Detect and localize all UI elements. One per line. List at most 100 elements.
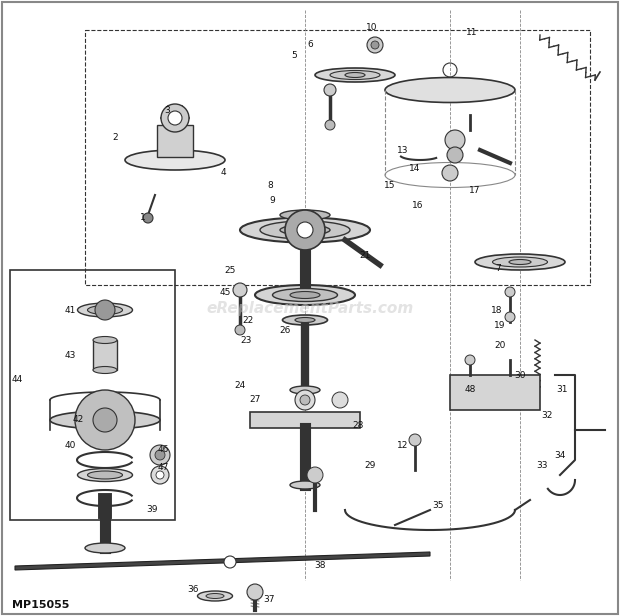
Bar [250,412,360,428]
Circle shape [300,395,310,405]
Circle shape [442,165,458,181]
Ellipse shape [50,411,160,429]
Text: 26: 26 [280,325,291,334]
Ellipse shape [509,259,531,264]
Text: 25: 25 [224,265,236,275]
Ellipse shape [330,70,380,79]
Text: 29: 29 [365,461,376,469]
Ellipse shape [273,288,337,301]
Bar [93,340,117,370]
Text: 39: 39 [146,506,157,514]
Circle shape [447,147,463,163]
Text: 4: 4 [220,168,226,177]
Text: 2: 2 [112,132,118,142]
Ellipse shape [93,367,117,373]
Text: 38: 38 [314,561,326,570]
Bar [10,270,175,520]
Bar [157,125,193,157]
Circle shape [445,130,465,150]
Circle shape [161,104,189,132]
Text: 15: 15 [384,180,396,190]
Text: 18: 18 [491,306,503,315]
Text: 41: 41 [64,306,76,315]
Text: 47: 47 [157,463,169,472]
Text: 48: 48 [464,386,476,394]
Text: 44: 44 [11,376,22,384]
Text: 23: 23 [241,336,252,344]
Circle shape [247,584,263,600]
Circle shape [465,355,475,365]
Circle shape [505,287,515,297]
Circle shape [295,390,315,410]
Text: 8: 8 [267,180,273,190]
Circle shape [95,300,115,320]
Text: 12: 12 [397,440,409,450]
Circle shape [151,466,169,484]
Text: 9: 9 [269,195,275,205]
Circle shape [371,41,379,49]
Text: 21: 21 [360,251,371,259]
Polygon shape [15,552,430,570]
Text: 43: 43 [64,351,76,360]
Text: 17: 17 [469,185,481,195]
Ellipse shape [290,291,320,299]
Circle shape [409,434,421,446]
Circle shape [233,283,247,297]
Ellipse shape [255,285,355,305]
Ellipse shape [125,150,225,170]
Circle shape [93,408,117,432]
Circle shape [168,111,182,125]
Ellipse shape [93,336,117,344]
Text: 37: 37 [264,596,275,604]
Text: 32: 32 [541,410,552,419]
Circle shape [325,120,335,130]
Ellipse shape [198,591,232,601]
Text: 36: 36 [187,585,199,594]
Text: 11: 11 [466,28,478,36]
Text: 19: 19 [494,320,506,330]
Text: 28: 28 [352,421,364,429]
Text: 7: 7 [495,264,501,272]
Text: 46: 46 [157,445,169,455]
Ellipse shape [87,306,123,315]
Circle shape [297,222,313,238]
Text: 35: 35 [432,500,444,509]
Circle shape [155,450,165,460]
Text: 27: 27 [249,395,260,405]
Ellipse shape [315,68,395,82]
Ellipse shape [345,73,365,78]
Text: 13: 13 [397,145,409,155]
Circle shape [324,84,336,96]
Circle shape [285,210,325,250]
Text: eReplacementParts.com: eReplacementParts.com [206,301,414,315]
Ellipse shape [280,225,330,235]
Text: 40: 40 [64,440,76,450]
Text: 1: 1 [140,213,146,222]
Text: 24: 24 [234,381,246,389]
Text: MP15055: MP15055 [12,600,69,610]
Ellipse shape [78,303,133,317]
Ellipse shape [260,221,350,239]
Ellipse shape [280,210,330,220]
Text: 31: 31 [556,386,568,394]
Text: 34: 34 [554,450,565,460]
Text: 3: 3 [164,105,170,115]
Text: 20: 20 [494,341,506,349]
Circle shape [235,325,245,335]
Text: 42: 42 [73,416,84,424]
Text: 30: 30 [514,370,526,379]
Ellipse shape [290,481,320,489]
Text: 16: 16 [412,200,423,209]
Ellipse shape [295,317,315,323]
Circle shape [75,390,135,450]
Circle shape [307,467,323,483]
Circle shape [224,556,236,568]
Text: 14: 14 [409,163,421,172]
Ellipse shape [283,315,327,325]
Bar [450,375,540,410]
Circle shape [150,445,170,465]
Text: 5: 5 [291,51,297,60]
Circle shape [156,471,164,479]
Ellipse shape [206,593,224,599]
Ellipse shape [492,257,547,267]
